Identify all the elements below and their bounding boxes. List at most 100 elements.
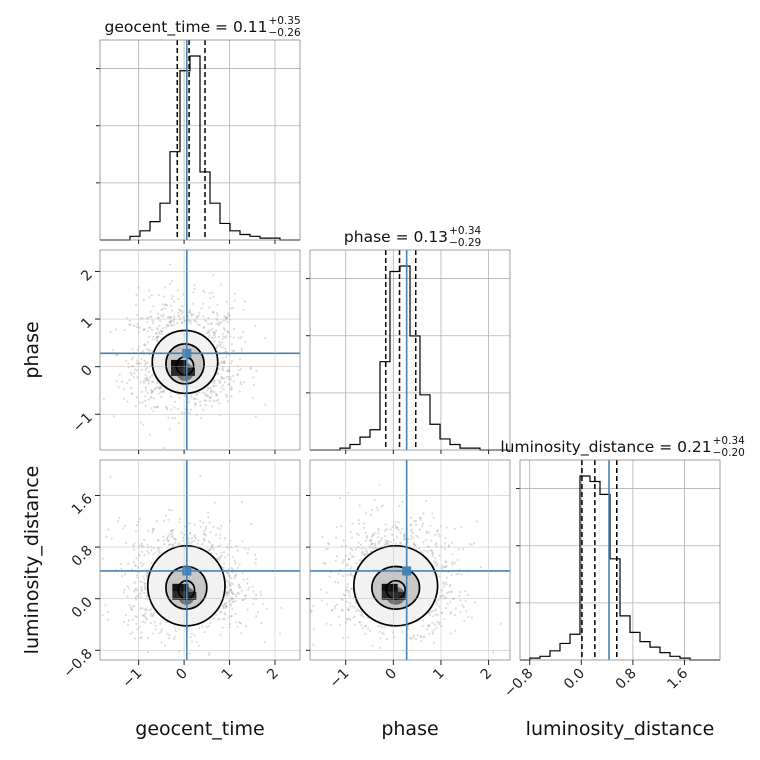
scatter-point: [215, 344, 219, 347]
scatter-point: [426, 550, 429, 553]
scatter-point: [207, 549, 211, 552]
scatter-point: [160, 308, 163, 312]
scatter-point: [445, 560, 448, 564]
scatter-point: [232, 600, 235, 603]
contour-line-1: [371, 565, 421, 610]
scatter-point: [173, 406, 176, 409]
scatter-point: [129, 323, 132, 326]
scatter-point: [357, 519, 360, 522]
scatter-point: [377, 532, 380, 535]
histogram-step-luminosity_distance: [520, 475, 720, 661]
scatter-point: [200, 307, 203, 310]
scatter-point: [241, 540, 244, 543]
scatter-point: [131, 618, 135, 621]
x-tick-label-phase: 2: [478, 666, 496, 684]
scatter-point: [349, 547, 352, 550]
scatter-point: [131, 605, 134, 608]
scatter-point: [155, 406, 158, 409]
scatter-point: [150, 561, 153, 564]
scatter-point: [134, 564, 137, 567]
title-plus: +0.34: [449, 225, 481, 237]
scatter-point: [462, 605, 465, 609]
scatter-point: [254, 324, 257, 328]
scatter-point: [134, 581, 137, 584]
scatter-point: [144, 362, 147, 365]
scatter-point: [162, 389, 165, 392]
scatter-point: [240, 383, 243, 386]
scatter-point: [159, 387, 162, 390]
scatter-point: [345, 564, 348, 567]
scatter-point: [339, 497, 342, 500]
scatter-point: [228, 542, 231, 545]
scatter-point: [365, 624, 368, 628]
scatter-point: [461, 547, 465, 551]
scatter-point: [192, 397, 196, 401]
scatter-point: [125, 359, 128, 362]
scatter-point: [358, 621, 361, 624]
scatter-point: [192, 539, 196, 543]
scatter-point: [126, 623, 130, 627]
scatter-point: [214, 384, 217, 387]
scatter-point: [437, 533, 440, 536]
scatter-point: [174, 629, 177, 633]
scatter-point: [143, 586, 146, 590]
scatter-point: [128, 632, 132, 636]
scatter-point: [148, 609, 151, 612]
scatter-point: [177, 421, 180, 425]
scatter-point: [445, 564, 448, 567]
scatter-point: [208, 548, 211, 551]
scatter-point: [444, 565, 447, 569]
scatter-point: [140, 636, 143, 639]
scatter-point: [213, 331, 217, 334]
scatter-point: [445, 592, 449, 595]
scatter-point: [151, 391, 154, 394]
scatter-point: [383, 534, 387, 538]
scatter-point: [378, 630, 381, 633]
scatter-point: [451, 561, 454, 564]
scatter-point: [157, 553, 160, 556]
scatter-point: [193, 397, 197, 400]
scatter-point: [433, 561, 437, 565]
scatter-point: [384, 529, 387, 532]
scatter-point: [190, 640, 194, 643]
scatter-point: [224, 347, 227, 350]
scatter-point: [218, 544, 222, 547]
scatter-point: [385, 637, 389, 640]
scatter-point: [129, 606, 132, 609]
scatter-point: [416, 634, 420, 637]
scatter-point: [353, 606, 356, 609]
scatter-point: [377, 527, 380, 530]
scatter-point: [230, 591, 234, 594]
scatter-point: [205, 625, 208, 629]
scatter-point: [167, 518, 170, 521]
scatter-point: [150, 407, 153, 410]
scatter-point: [204, 527, 207, 531]
scatter-point: [195, 392, 199, 395]
scatter-point: [263, 640, 266, 644]
scatter-point: [118, 516, 121, 520]
scatter-point: [406, 537, 410, 541]
scatter-point: [199, 400, 202, 403]
density-core-cell: [171, 359, 179, 368]
density-core-cell: [172, 583, 181, 592]
scatter-point: [238, 621, 242, 625]
scatter-point: [212, 617, 215, 620]
scatter-point: [126, 585, 129, 588]
scatter-point: [163, 519, 166, 523]
scatter-point: [227, 616, 230, 619]
scatter-point: [227, 330, 230, 333]
scatter-point: [470, 616, 474, 619]
scatter-point: [158, 386, 161, 390]
scatter-point: [459, 590, 462, 594]
scatter-point: [441, 594, 444, 597]
scatter-point: [443, 542, 446, 545]
scatter-point: [239, 337, 242, 340]
scatter-point: [395, 527, 398, 530]
scatter-point: [225, 591, 228, 594]
scatter-point: [166, 632, 169, 635]
scatter-point: [204, 399, 207, 402]
scatter-point: [145, 389, 148, 392]
scatter-point: [221, 341, 224, 344]
scatter-point: [111, 349, 114, 352]
scatter-point: [365, 552, 368, 556]
